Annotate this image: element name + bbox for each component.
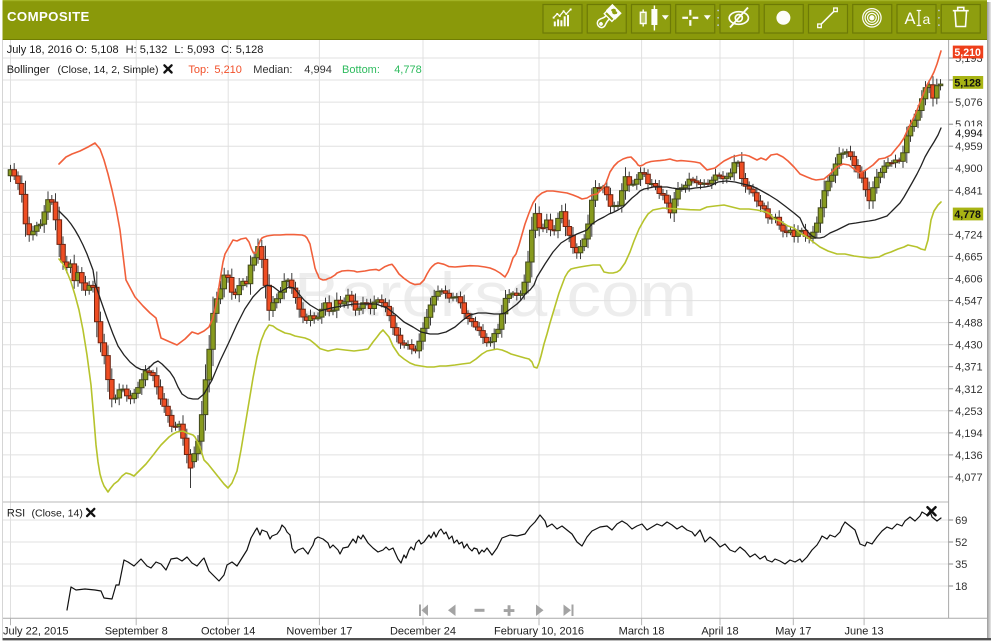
svg-text:March 18: March 18 xyxy=(619,626,665,638)
svg-text:4,994: 4,994 xyxy=(304,64,332,76)
svg-text:May 17: May 17 xyxy=(775,626,811,638)
svg-text:4,900: 4,900 xyxy=(955,163,983,175)
svg-text:5,128: 5,128 xyxy=(954,77,981,89)
svg-text:April 18: April 18 xyxy=(701,626,738,638)
svg-text:69: 69 xyxy=(955,515,967,527)
svg-text:4,841: 4,841 xyxy=(955,185,983,197)
svg-text:O:: O: xyxy=(75,44,87,56)
svg-text:October 14: October 14 xyxy=(201,626,255,638)
svg-text:(Close, 14): (Close, 14) xyxy=(32,508,83,520)
svg-text:a: a xyxy=(923,11,931,27)
svg-text:4,312: 4,312 xyxy=(955,384,983,396)
svg-text:A: A xyxy=(905,10,916,28)
svg-text:Bottom:: Bottom: xyxy=(342,64,380,76)
svg-text:5,128: 5,128 xyxy=(236,44,264,56)
svg-text:4,547: 4,547 xyxy=(955,296,983,308)
svg-text:18: 18 xyxy=(955,581,967,593)
svg-text:35: 35 xyxy=(955,559,967,571)
svg-text:Bollinger: Bollinger xyxy=(7,64,50,76)
svg-text:4,077: 4,077 xyxy=(955,472,983,484)
svg-text:4,778: 4,778 xyxy=(954,209,981,221)
svg-text:4,724: 4,724 xyxy=(955,229,983,241)
svg-text:H:: H: xyxy=(126,44,137,56)
svg-text:September 8: September 8 xyxy=(105,626,168,638)
svg-text:November 17: November 17 xyxy=(286,626,352,638)
svg-text:February 10, 2016: February 10, 2016 xyxy=(494,626,584,638)
svg-text:4,488: 4,488 xyxy=(955,318,983,330)
svg-text:52: 52 xyxy=(955,537,967,549)
svg-text:5,132: 5,132 xyxy=(140,44,168,56)
svg-text:5,093: 5,093 xyxy=(187,44,215,56)
svg-text:L:: L: xyxy=(174,44,183,56)
svg-text:4,606: 4,606 xyxy=(955,274,983,286)
svg-text:5,076: 5,076 xyxy=(955,97,983,109)
svg-text:Top:: Top: xyxy=(188,64,209,76)
svg-text:5,210: 5,210 xyxy=(954,47,981,59)
svg-text:5,108: 5,108 xyxy=(91,44,119,56)
svg-text:4,136: 4,136 xyxy=(955,450,983,462)
svg-text:4,665: 4,665 xyxy=(955,251,983,263)
svg-text:(Close, 14, 2, Simple): (Close, 14, 2, Simple) xyxy=(58,64,159,76)
svg-text:4,430: 4,430 xyxy=(955,340,983,352)
svg-text:July 22, 2015: July 22, 2015 xyxy=(3,626,68,638)
svg-text:C:: C: xyxy=(221,44,232,56)
svg-text:4,994: 4,994 xyxy=(955,128,983,140)
svg-text:July 18, 2016: July 18, 2016 xyxy=(7,44,72,56)
svg-text:June 13: June 13 xyxy=(845,626,884,638)
svg-text:Bareksa.com: Bareksa.com xyxy=(294,261,697,330)
svg-text:RSI: RSI xyxy=(7,508,25,520)
svg-text:Median:: Median: xyxy=(253,64,292,76)
svg-text:4,253: 4,253 xyxy=(955,406,983,418)
svg-text:December 24: December 24 xyxy=(390,626,456,638)
svg-text:4,194: 4,194 xyxy=(955,428,983,440)
svg-text:4,959: 4,959 xyxy=(955,141,983,153)
svg-text:4,371: 4,371 xyxy=(955,362,983,374)
svg-text:5,210: 5,210 xyxy=(214,64,242,76)
svg-text:COMPOSITE: COMPOSITE xyxy=(7,9,90,24)
svg-text:4,778: 4,778 xyxy=(394,64,422,76)
